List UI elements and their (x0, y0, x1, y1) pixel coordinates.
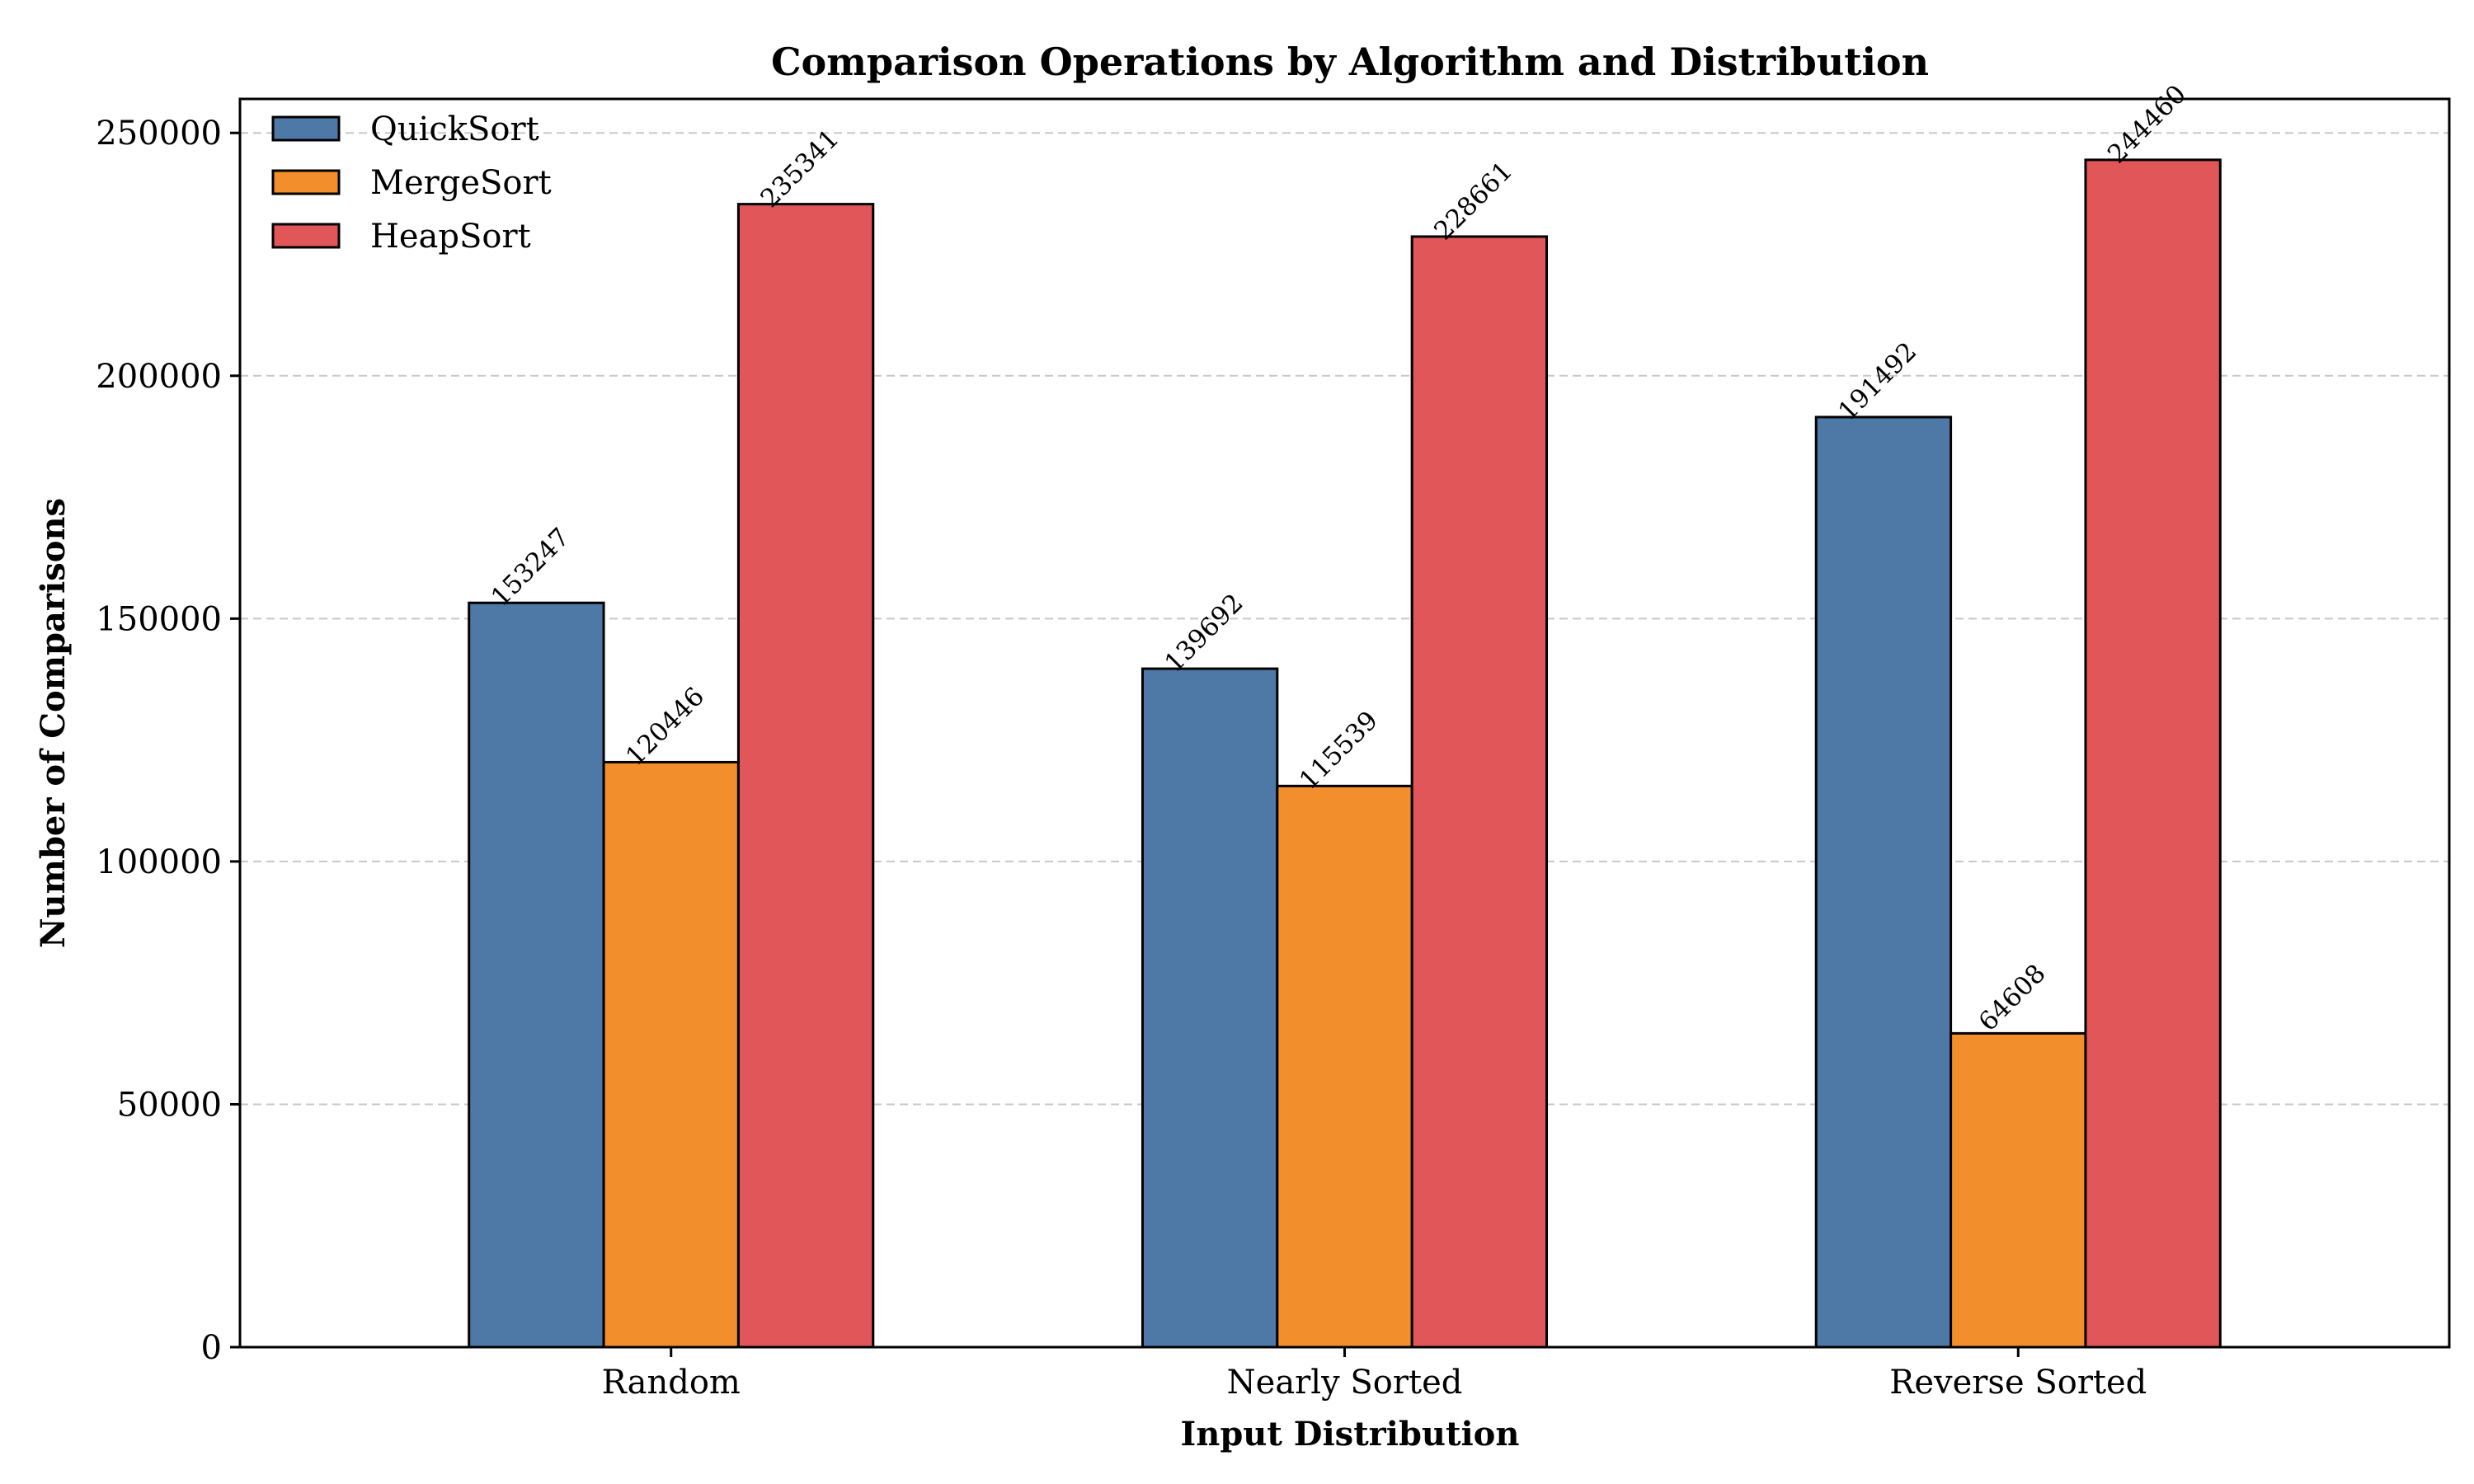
x-tick-label: Reverse Sorted (1889, 1364, 2147, 1402)
legend-label-heapsort: HeapSort (370, 218, 531, 256)
legend-swatch-heapsort (271, 223, 341, 249)
y-tick-label: 150000 (96, 600, 222, 638)
bar-mergesort (1276, 784, 1413, 1349)
legend-label-quicksort: QuickSort (370, 110, 539, 148)
x-axis-label: Input Distribution (1181, 1415, 1520, 1453)
axes-layer: 0 50000 100000 150000 200000 250000 Random Near… (96, 97, 2451, 1402)
bar-heapsort (736, 203, 875, 1349)
legend-swatch-mergesort (271, 169, 341, 195)
y-tick-label: 100000 (96, 843, 222, 881)
bar-heapsort (1410, 235, 1549, 1349)
y-tick-label: 50000 (117, 1086, 222, 1124)
bars-layer (468, 158, 2222, 1349)
y-axis-label: Number of Comparisons (34, 498, 73, 948)
x-tick-label: Random (602, 1364, 741, 1402)
bar-quicksort (1141, 667, 1279, 1349)
bar-mergesort (602, 760, 740, 1349)
bar-mergesort (1950, 1031, 2087, 1349)
y-tick-label: 200000 (96, 358, 222, 396)
y-tick-label: 250000 (96, 115, 222, 153)
x-tick-label: Nearly Sorted (1227, 1364, 1463, 1402)
bar-heapsort (2084, 158, 2222, 1349)
legend-label-mergesort: MergeSort (370, 164, 552, 202)
y-tick-label: 0 (201, 1329, 222, 1367)
chart-title: Comparison Operations by Algorithm and D… (771, 40, 1929, 84)
bar-quicksort (468, 601, 605, 1349)
legend-swatch-quicksort (271, 115, 341, 142)
legend: QuickSort MergeSort HeapSort (271, 110, 552, 256)
bar-quicksort (1814, 416, 1953, 1349)
